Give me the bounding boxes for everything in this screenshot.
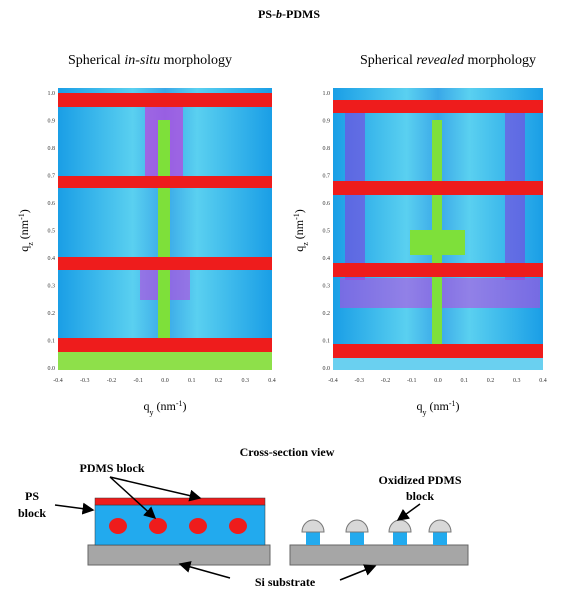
y-axis-label: qz (nm-1) bbox=[292, 209, 310, 252]
label-part: (nm bbox=[292, 219, 306, 242]
label-part: z bbox=[26, 242, 35, 246]
label: Si substrate bbox=[255, 575, 316, 589]
gisaxs-image bbox=[333, 88, 543, 370]
y-tick-label: 0.0 bbox=[48, 366, 56, 372]
title-part: morphology bbox=[160, 53, 232, 68]
schematic-right bbox=[289, 519, 469, 566]
y-tick-label: 0.3 bbox=[323, 284, 331, 290]
x-tick-label: -0.1 bbox=[407, 378, 417, 384]
x-tick-label: 0.2 bbox=[487, 378, 495, 384]
gisaxs-image bbox=[58, 88, 272, 370]
label: block bbox=[18, 506, 46, 520]
title-part: in-situ bbox=[124, 53, 160, 68]
x-tick-label: 0.3 bbox=[242, 378, 250, 384]
label-part: z bbox=[301, 242, 310, 246]
schematic-left bbox=[87, 497, 271, 566]
y-tick-label: 1.0 bbox=[48, 91, 56, 97]
y-tick-label: 0.1 bbox=[323, 339, 331, 345]
y-tick-label: 0.8 bbox=[48, 146, 56, 152]
panel-title: Spherical revealed morphology bbox=[360, 53, 536, 68]
y-tick-label: 0.4 bbox=[323, 256, 331, 262]
title-part: morphology bbox=[464, 53, 536, 68]
label-part: -1 bbox=[449, 399, 456, 408]
label-part: ) bbox=[17, 209, 31, 213]
x-tick-label: 0.0 bbox=[434, 378, 442, 384]
y-tick-label: 1.0 bbox=[323, 91, 331, 97]
x-tick-label: 0.1 bbox=[461, 378, 469, 384]
x-tick-label: 0.0 bbox=[161, 378, 169, 384]
figure-title: PS-b-PDMS bbox=[258, 7, 320, 21]
y-tick-label: 0.2 bbox=[323, 311, 331, 317]
y-tick-label: 0.0 bbox=[323, 366, 331, 372]
label-part: q bbox=[143, 399, 149, 413]
x-axis-label: qy (nm-1) bbox=[416, 399, 459, 417]
label-part: y bbox=[149, 408, 153, 417]
x-tick-label: -0.1 bbox=[134, 378, 144, 384]
y-tick-label: 0.7 bbox=[48, 174, 56, 180]
section-title: Cross-section view bbox=[240, 445, 335, 459]
y-axis-label: qz (nm-1) bbox=[17, 209, 35, 252]
x-tick-label: 0.1 bbox=[188, 378, 196, 384]
y-tick-label: 0.5 bbox=[323, 229, 331, 235]
label-part: -1 bbox=[176, 399, 183, 408]
y-tick-label: 0.9 bbox=[323, 119, 331, 125]
y-tick-label: 0.7 bbox=[323, 174, 331, 180]
x-tick-label: -0.2 bbox=[107, 378, 117, 384]
x-tick-label: -0.4 bbox=[53, 378, 63, 384]
x-tick-label: 0.3 bbox=[513, 378, 521, 384]
title-part: Spherical bbox=[360, 53, 416, 68]
label-part: ) bbox=[456, 399, 460, 413]
label: PDMS block bbox=[79, 461, 144, 475]
x-tick-label: -0.3 bbox=[355, 378, 365, 384]
label-part: (nm bbox=[153, 399, 176, 413]
y-tick-label: 0.4 bbox=[48, 256, 56, 262]
label-part: ) bbox=[292, 209, 306, 213]
title-part: b bbox=[276, 7, 282, 21]
title-part: revealed bbox=[416, 53, 465, 68]
x-tick-label: -0.4 bbox=[328, 378, 338, 384]
panel-title: Spherical in-situ morphology bbox=[68, 53, 232, 68]
y-tick-label: 0.8 bbox=[323, 146, 331, 152]
label-part: (nm bbox=[17, 219, 31, 242]
title-part: -PDMS bbox=[282, 7, 320, 21]
x-tick-label: -0.2 bbox=[381, 378, 391, 384]
y-tick-label: 0.6 bbox=[48, 201, 56, 207]
title-part: Spherical bbox=[68, 53, 124, 68]
arrows bbox=[54, 476, 421, 581]
y-tick-label: 0.5 bbox=[48, 229, 56, 235]
label-part: ) bbox=[183, 399, 187, 413]
y-tick-label: 0.2 bbox=[48, 311, 56, 317]
title-part: PS- bbox=[258, 7, 276, 21]
y-tick-label: 0.3 bbox=[48, 284, 56, 290]
label-part: -1 bbox=[292, 213, 301, 220]
label-part: q bbox=[292, 246, 306, 252]
y-tick-label: 0.6 bbox=[323, 201, 331, 207]
label-part: y bbox=[422, 408, 426, 417]
x-tick-label: 0.4 bbox=[268, 378, 276, 384]
y-tick-label: 0.9 bbox=[48, 119, 56, 125]
x-axis-label: qy (nm-1) bbox=[143, 399, 186, 417]
x-tick-label: 0.4 bbox=[539, 378, 547, 384]
label: block bbox=[406, 489, 434, 503]
y-tick-label: 0.1 bbox=[48, 339, 56, 345]
label-part: (nm bbox=[426, 399, 449, 413]
x-tick-label: 0.2 bbox=[215, 378, 223, 384]
label-part: -1 bbox=[17, 213, 26, 220]
label-part: q bbox=[17, 246, 31, 252]
label: PS bbox=[25, 489, 39, 503]
x-tick-label: -0.3 bbox=[80, 378, 90, 384]
label: Oxidized PDMS bbox=[379, 473, 462, 487]
label-part: q bbox=[416, 399, 422, 413]
